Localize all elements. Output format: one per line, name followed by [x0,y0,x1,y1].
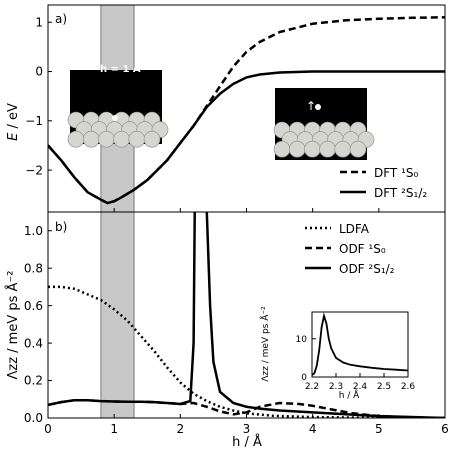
x-tick-label: 2.6 [401,382,416,392]
atom-icon [315,104,321,110]
y-tick-label: 0.6 [24,299,43,313]
y-tick-label: 0.8 [24,261,43,275]
panel-b-xticks: 0 1 2 3 4 5 6 [44,414,449,436]
legend-label-odf-1s0: ODF ¹S₀ [339,242,386,256]
x-tick-label: 2.4 [353,382,368,392]
x-tick-label: 2.3 [329,382,343,392]
x-tick-label: 2.2 [305,382,319,392]
panel-a-ylabel: E / eV [6,103,21,141]
x-tick-label: 3 [243,422,251,436]
legend-label-dft-2s12: DFT ²S₁/₂ [374,186,427,200]
panel-a-label: a) [55,12,67,26]
panel-b-lines [48,212,445,418]
annotation-h4: h = 4 Å [303,76,344,89]
inset-xticks: 2.2 2.3 2.4 2.5 2.6 [305,373,416,392]
inset-ylabel: Λzz / meV ps Å⁻² [259,306,271,382]
series-line-1 [48,70,445,205]
panel-b-legend: LDFA ODF ¹S₀ ODF ²S₁/₂ [305,222,395,276]
y-tick-label: 0.4 [24,336,43,350]
x-tick-label: 6 [441,422,449,436]
surface-image-h1: h = 1 Å [67,62,169,148]
panel-a-xticks [47,208,446,212]
x-tick-label: 5 [375,422,383,436]
inset-yticks: 0 10 [296,335,316,383]
legend-label-dft-1s0: DFT ¹S₀ [374,166,419,180]
y-tick-label: 10 [296,335,308,345]
series-line-2 [48,212,445,418]
inset-lines [312,312,408,376]
panel-b-xlabel: h / Å [232,434,262,450]
x-tick-label: 4 [309,422,317,436]
y-tick-label: −2 [25,163,43,177]
atom-icon [112,115,118,121]
y-tick-label: 0 [35,65,43,79]
y-tick-label: 0.2 [24,374,43,388]
panel-a-yticks: −2 −1 0 1 [25,15,52,177]
x-tick-label: 2 [177,422,185,436]
panel-b-yticks: 0.0 0.2 0.4 0.6 0.8 1.0 [24,224,52,425]
legend-label-odf-2s12: ODF ²S₁/₂ [339,262,395,276]
inset-chart: 0 10 2.2 2.3 2.4 2.5 2.6 Λzz / meV ps Å⁻² h /… [250,305,440,401]
panel-b-label: b) [55,220,67,234]
y-tick-label: 0 [301,373,307,383]
panel-b: 0.0 0.2 0.4 0.6 0.8 1.0 0 1 2 3 4 5 6 b) Λzz / meV … [5,211,449,450]
annotation-h1: h = 1 Å [100,62,141,75]
series-line-0 [312,312,408,376]
series-line-1 [48,398,445,418]
x-tick-label: 0 [44,422,52,436]
panel-a: h = 1 Å h = 4 Å ↑ −2 −1 0 1 a) E / eV DFT ¹… [6,4,446,213]
y-tick-label: 1 [35,15,43,29]
arrow-up-icon: ↑ [306,99,316,113]
y-tick-label: 1.0 [24,224,43,238]
x-tick-label: 2.5 [377,382,391,392]
panel-a-legend: DFT ¹S₀ DFT ²S₁/₂ [340,166,427,200]
legend-label-ldfa: LDFA [339,222,370,236]
panel-b-shaded-band [100,211,135,419]
x-tick-label: 1 [110,422,118,436]
y-tick-label: 0.0 [24,411,43,425]
panel-b-ylabel: Λzz / meV ps Å⁻² [5,271,21,380]
y-tick-label: −1 [25,114,43,128]
inset-xlabel: h / Å [339,389,360,401]
surface-image-h4: h = 4 Å ↑ [273,76,375,160]
panel-a-lines [48,16,445,205]
series-line-0 [48,285,445,418]
